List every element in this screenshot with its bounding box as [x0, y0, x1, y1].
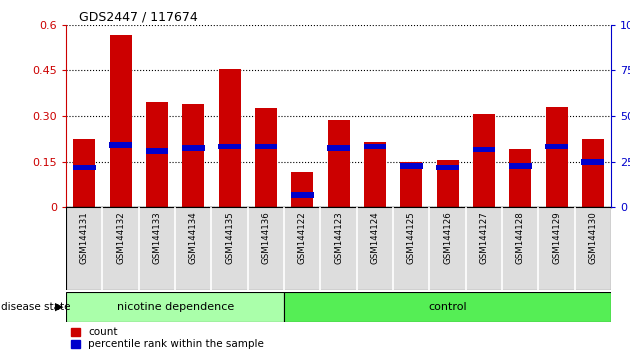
Text: GSM144122: GSM144122 [298, 211, 307, 264]
Text: ▶: ▶ [55, 302, 63, 312]
Bar [401, 161, 422, 207]
Bar [291, 192, 314, 198]
Bar [284, 292, 611, 322]
Text: GSM144134: GSM144134 [189, 211, 198, 264]
Bar [292, 172, 313, 207]
Bar [400, 163, 423, 169]
Text: GSM144127: GSM144127 [479, 211, 488, 264]
Bar [146, 102, 168, 207]
Bar [255, 108, 277, 207]
Bar [66, 292, 284, 322]
Bar [364, 144, 386, 149]
Text: GSM144124: GSM144124 [370, 211, 379, 264]
Text: GSM144128: GSM144128 [516, 211, 525, 264]
Bar [255, 144, 277, 149]
Bar [509, 163, 532, 169]
Text: GSM144131: GSM144131 [80, 211, 89, 264]
Bar [74, 139, 95, 207]
Bar [473, 114, 495, 207]
Bar [219, 69, 241, 207]
Text: GSM144135: GSM144135 [225, 211, 234, 264]
Text: GSM144123: GSM144123 [334, 211, 343, 264]
Bar [73, 165, 96, 170]
Bar [327, 145, 350, 150]
Legend: count, percentile rank within the sample: count, percentile rank within the sample [71, 327, 264, 349]
Text: disease state: disease state [1, 302, 70, 312]
Bar [109, 142, 132, 148]
Bar [183, 104, 204, 207]
Bar [436, 165, 459, 170]
Text: GSM144133: GSM144133 [152, 211, 161, 264]
Bar [218, 144, 241, 149]
Bar [510, 149, 531, 207]
Bar [546, 107, 568, 207]
Bar [545, 144, 568, 149]
Text: GDS2447 / 117674: GDS2447 / 117674 [79, 11, 197, 24]
Bar [182, 145, 205, 150]
Bar [582, 139, 604, 207]
Bar [110, 35, 132, 207]
Bar [437, 160, 459, 207]
Text: GSM144126: GSM144126 [443, 211, 452, 264]
Bar [364, 142, 386, 207]
Text: GSM144132: GSM144132 [116, 211, 125, 264]
Text: GSM144136: GSM144136 [261, 211, 270, 264]
Text: GSM144129: GSM144129 [552, 211, 561, 264]
Bar [328, 120, 350, 207]
Text: GSM144130: GSM144130 [588, 211, 597, 264]
Bar [146, 148, 168, 154]
Bar [581, 159, 604, 165]
Bar [472, 147, 495, 152]
Text: GSM144125: GSM144125 [407, 211, 416, 264]
Text: nicotine dependence: nicotine dependence [117, 302, 234, 312]
Text: control: control [428, 302, 467, 312]
